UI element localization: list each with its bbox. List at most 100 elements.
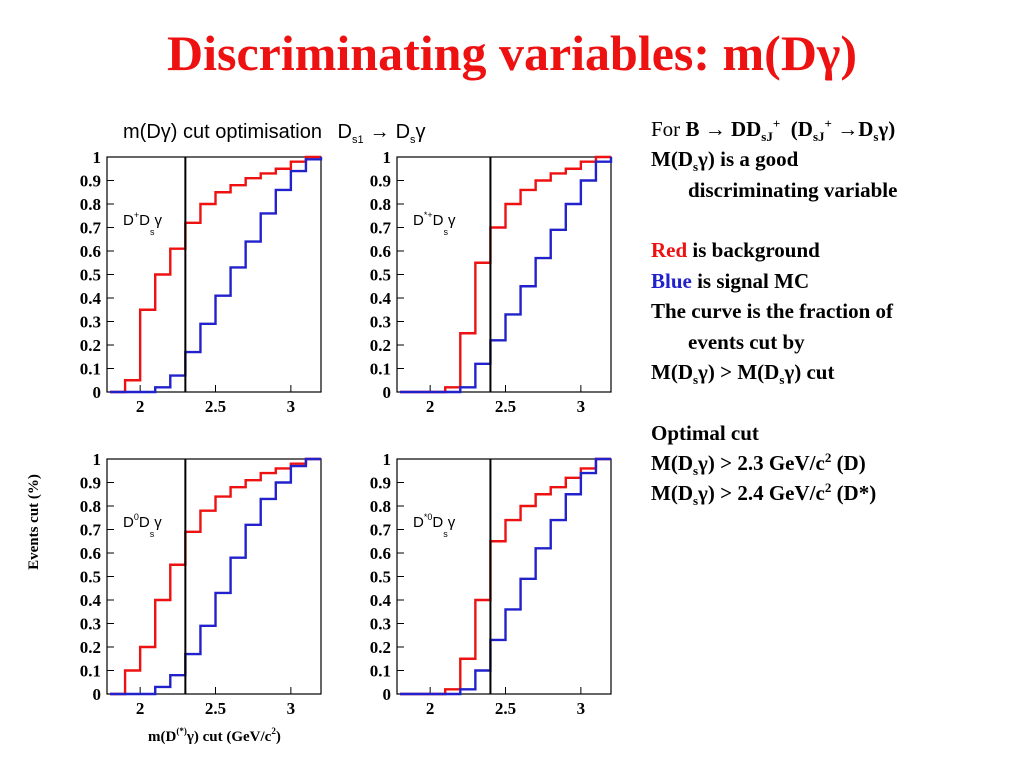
notes-plus: + xyxy=(772,116,781,131)
notes-red-line: Red is background xyxy=(651,235,1019,265)
panel-4: 1 0.9 0.8 0.7 0.6 0.5 0.4 0.3 0.2 0.1 0 2 2.5 3 D*0Dsγ xyxy=(370,450,612,718)
y-tick-label: 0.7 xyxy=(370,521,392,540)
x-axis-label-part1: m(D xyxy=(148,729,176,745)
notes-cut-definition: M(Dsγ) > M(Dsγ) cut xyxy=(651,357,1019,387)
y-tick-label: 1 xyxy=(93,148,102,167)
y-tick-label: 0 xyxy=(383,685,392,704)
notes-arrow2: → xyxy=(837,117,859,141)
y-tick-label: 1 xyxy=(383,148,392,167)
notes-blue-rest: is signal MC xyxy=(697,268,810,293)
notes-ds: D xyxy=(858,117,874,141)
panel-label: D*+Dsγ xyxy=(413,210,456,237)
blue-curve xyxy=(400,157,613,394)
notes-discriminating: discriminating variable xyxy=(688,177,898,202)
notes-opt2-m: M(D xyxy=(651,481,693,506)
notes-opt2-rest: γ) > 2.4 GeV/c xyxy=(698,481,825,506)
y-tick-label: 0.3 xyxy=(370,615,391,634)
notes-mds-sub: s xyxy=(692,159,699,175)
red-curve xyxy=(110,155,321,394)
notes-plus2: + xyxy=(824,116,832,131)
notes-red-rest: is background xyxy=(692,238,820,263)
notes-events-cut: events cut by xyxy=(688,329,805,354)
x-tick-label: 3 xyxy=(577,397,586,416)
y-tick-label: 0.5 xyxy=(370,266,391,285)
panel-label-part: s xyxy=(443,529,448,539)
y-axis-label: Events cut (%) xyxy=(26,474,42,570)
notes-optimal-d: M(Dsγ) > 2.3 GeV/c2 (D) xyxy=(651,448,1019,478)
y-tick-label: 0.9 xyxy=(370,172,391,191)
panel-label-part: D xyxy=(139,212,150,229)
y-tick-label: 0.5 xyxy=(370,568,391,587)
panel-label-part: s xyxy=(150,529,155,539)
y-tick-label: 0.6 xyxy=(80,544,101,563)
panel-label-part: s xyxy=(443,227,448,237)
x-tick-label: 3 xyxy=(577,699,586,718)
x-tick-label: 2.5 xyxy=(495,699,516,718)
notes-b: B xyxy=(685,117,700,141)
y-tick-label: 0.5 xyxy=(80,266,101,285)
panel-label-part: D xyxy=(433,212,444,229)
y-tick-label: 0.2 xyxy=(80,638,101,657)
y-tick-label: 0.4 xyxy=(80,289,102,308)
panel-label-part: 0 xyxy=(134,512,139,522)
y-tick-label: 0.3 xyxy=(80,615,101,634)
notes-cut-end: γ) cut xyxy=(784,360,835,385)
plot-frame xyxy=(396,156,612,393)
blue-curve xyxy=(110,457,321,696)
red-curve xyxy=(400,155,611,394)
y-tick-label: 0.9 xyxy=(80,474,101,493)
notes-cut-s1: s xyxy=(692,372,699,388)
panel-label: D*0Dsγ xyxy=(413,512,456,539)
figure-title: m(Dγ) cut optimisation Ds1 → Dsγ xyxy=(123,121,426,146)
notes-panel: For B → DDsJ+ (DsJ+ →Dsγ) M(Dsγ) is a go… xyxy=(651,114,1019,509)
y-tick-label: 0.3 xyxy=(80,313,101,332)
panel-label-part: γ xyxy=(154,514,162,531)
y-tick-label: 0 xyxy=(93,383,102,402)
slide-title: Discriminating variables: m(Dγ) xyxy=(167,25,857,81)
notes-for: For xyxy=(651,117,686,141)
notes-opt1-m: M(D xyxy=(651,450,693,475)
notes-opt2-tail: (D*) xyxy=(836,481,877,506)
y-tick-label: 0 xyxy=(93,685,102,704)
notes-cut-s2: s xyxy=(779,372,785,388)
y-tick-label: 0.1 xyxy=(370,360,391,379)
cut-optimisation-figure: m(Dγ) cut optimisation Ds1 → Dsγ Events cu… xyxy=(26,121,613,745)
y-tick-label: 0.6 xyxy=(370,544,391,563)
x-tick-label: 2.5 xyxy=(205,397,226,416)
panel-label-part: γ xyxy=(448,212,456,229)
y-tick-label: 0.1 xyxy=(80,360,101,379)
y-tick-label: 0.4 xyxy=(80,591,102,610)
y-tick-label: 0.5 xyxy=(80,568,101,587)
notes-arrow1: → xyxy=(704,117,726,141)
notes-cut-mid: γ) > M(D xyxy=(698,360,780,385)
x-axis-label-close: ) xyxy=(276,729,281,745)
y-tick-label: 0.2 xyxy=(80,336,101,355)
notes-dd: DD xyxy=(730,117,762,141)
y-tick-label: 0.8 xyxy=(80,497,101,516)
y-tick-label: 0.8 xyxy=(80,195,101,214)
notes-mds: M(D xyxy=(651,147,693,172)
panel-label-part: D xyxy=(139,514,150,531)
y-tick-label: 0.2 xyxy=(370,336,391,355)
panel-label-part: + xyxy=(134,210,139,220)
y-tick-label: 0.6 xyxy=(80,242,101,261)
notes-decay-line: For B → DDsJ+ (DsJ+ →Dsγ) xyxy=(651,114,1019,144)
notes-curve-line: The curve is the fraction of xyxy=(651,299,894,324)
notes-opt2-sup: 2 xyxy=(824,480,832,496)
y-tick-label: 0.7 xyxy=(370,219,392,238)
panel-label-part: D xyxy=(413,514,424,531)
y-tick-label: 1 xyxy=(93,450,102,469)
notes-red-word: Red xyxy=(651,238,688,263)
y-tick-label: 0.6 xyxy=(370,242,391,261)
panel-2: 1 0.9 0.8 0.7 0.6 0.5 0.4 0.3 0.2 0.1 0 2 2.5 3 D*+Dsγ xyxy=(370,148,613,416)
y-tick-label: 0.3 xyxy=(370,313,391,332)
y-tick-label: 0.7 xyxy=(80,219,102,238)
notes-optimal-dstar: M(Dsγ) > 2.4 GeV/c2 (D*) xyxy=(651,478,1019,508)
notes-gamma: γ) xyxy=(878,117,896,141)
y-tick-label: 0.1 xyxy=(370,662,391,681)
notes-open: (D xyxy=(790,117,813,141)
figure-title-s1: s1 xyxy=(352,134,364,146)
x-tick-label: 3 xyxy=(287,699,296,718)
x-tick-label: 3 xyxy=(287,397,296,416)
panel-label-part: D xyxy=(413,212,424,229)
